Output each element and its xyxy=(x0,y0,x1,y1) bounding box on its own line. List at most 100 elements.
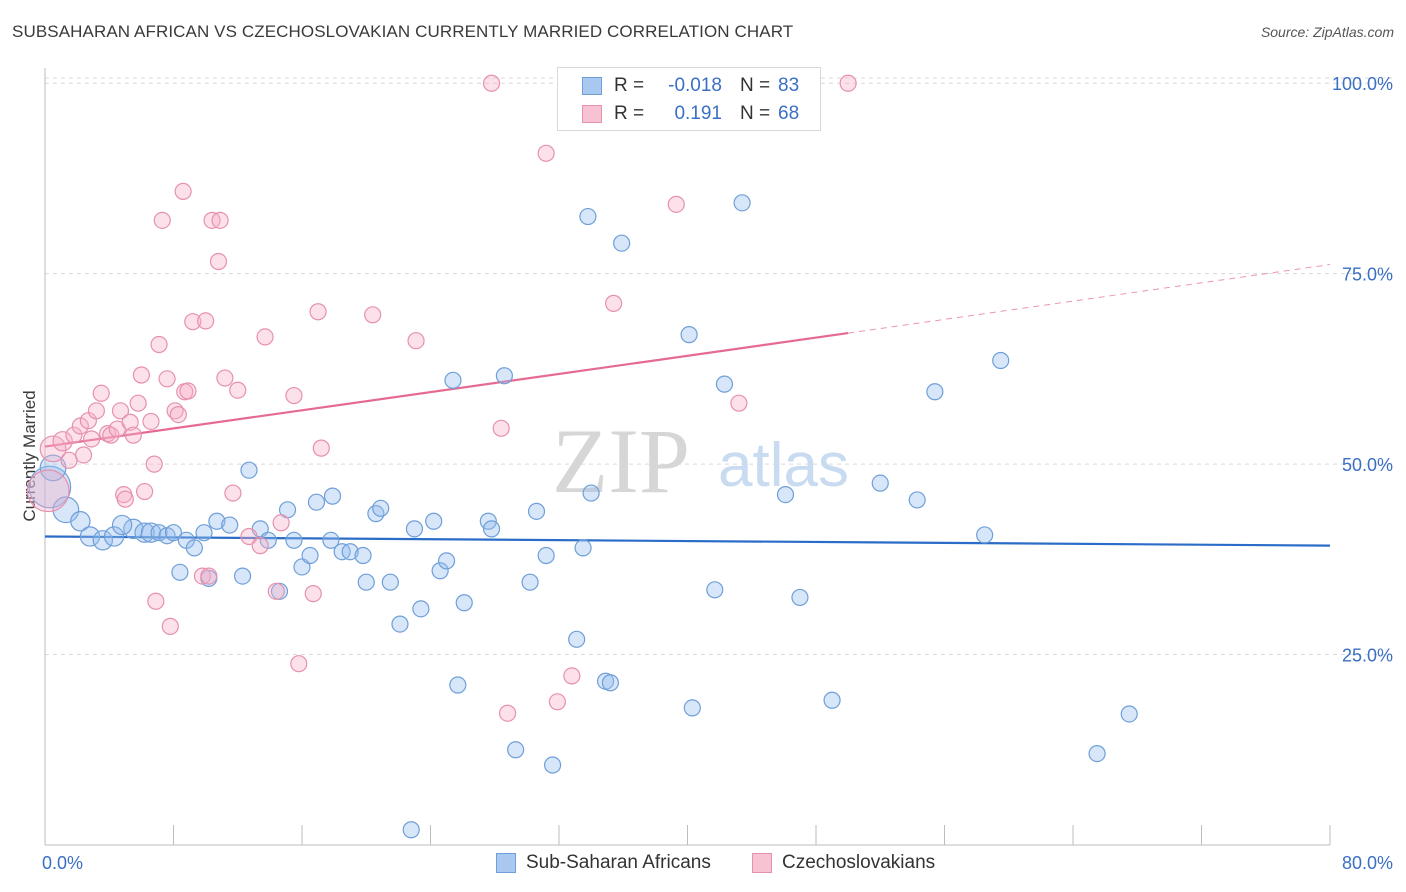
point-subsaharan xyxy=(431,562,449,580)
point-subsaharan xyxy=(301,546,319,565)
point-czechoslovakian xyxy=(605,294,623,312)
point-subsaharan xyxy=(123,518,144,540)
point-subsaharan xyxy=(992,351,1010,370)
point-subsaharan xyxy=(285,531,303,549)
point-subsaharan xyxy=(449,676,467,694)
y-tick-label: 50.0% xyxy=(1342,455,1393,475)
point-czechoslovakian xyxy=(174,182,192,201)
point-subsaharan xyxy=(70,511,91,532)
r-label: R = xyxy=(614,103,645,124)
n-label: N = xyxy=(740,75,771,96)
point-subsaharan xyxy=(233,567,252,585)
point-czechoslovakian xyxy=(224,484,242,502)
point-subsaharan xyxy=(354,546,372,565)
point-subsaharan xyxy=(323,487,342,505)
watermark-atlas: atlas xyxy=(718,431,849,500)
point-subsaharan xyxy=(381,573,399,591)
point-subsaharan xyxy=(495,367,513,385)
point-czechoslovakian xyxy=(272,514,290,532)
point-subsaharan xyxy=(134,522,155,543)
point-subsaharan xyxy=(164,524,183,542)
point-subsaharan xyxy=(680,326,698,344)
gridlines xyxy=(45,77,1392,656)
point-subsaharan xyxy=(195,524,213,542)
point-subsaharan xyxy=(926,383,944,401)
n-label: N = xyxy=(740,103,771,124)
point-czechoslovakian xyxy=(209,252,228,271)
point-czechoslovakian xyxy=(216,369,234,387)
point-subsaharan xyxy=(444,371,462,389)
point-subsaharan xyxy=(733,194,751,212)
point-subsaharan xyxy=(507,741,525,759)
point-czechoslovakian xyxy=(124,426,142,444)
point-subsaharan xyxy=(357,573,375,591)
point-subsaharan xyxy=(455,594,473,612)
watermark-zip: ZIP xyxy=(552,410,690,512)
trend-line-czechoslovakian xyxy=(44,332,849,448)
point-subsaharan xyxy=(791,588,809,607)
point-czechoslovakian xyxy=(492,419,510,437)
legend-swatch-pink xyxy=(752,853,772,873)
point-czechoslovakian xyxy=(87,402,106,420)
y-tick-label: 25.0% xyxy=(1342,646,1393,666)
watermark: ZIP atlas xyxy=(552,410,849,512)
point-czechoslovakian xyxy=(116,490,134,508)
point-subsaharan xyxy=(425,512,443,530)
point-czechoslovakian xyxy=(193,567,212,585)
point-czechoslovakian xyxy=(161,617,179,635)
x-tick-label-start: 0.0% xyxy=(42,853,83,873)
point-czechoslovakian xyxy=(82,430,101,448)
stats-row-blue: R = -0.018 N = 83 xyxy=(582,74,799,98)
point-czechoslovakian xyxy=(211,211,229,229)
legend-label: Czechoslovakians xyxy=(782,852,936,873)
point-czechoslovakian xyxy=(285,386,303,405)
point-czechoslovakian xyxy=(730,394,748,412)
point-subsaharan xyxy=(367,505,385,523)
point-czechoslovakian xyxy=(290,655,308,673)
point-subsaharan xyxy=(391,615,409,633)
point-czechoslovakian xyxy=(158,370,176,388)
point-czechoslovakian xyxy=(26,469,70,513)
point-subsaharan xyxy=(521,573,539,591)
point-czechoslovakian xyxy=(304,585,322,603)
point-czechoslovakian xyxy=(145,455,163,473)
data-points xyxy=(26,74,1138,839)
point-subsaharan xyxy=(111,514,133,536)
point-czechoslovakian xyxy=(256,328,274,346)
point-subsaharan xyxy=(601,674,620,692)
point-czechoslovakian xyxy=(60,451,78,469)
point-czechoslovakian xyxy=(240,527,258,546)
point-czechoslovakian xyxy=(251,537,269,555)
stats-swatch-pink xyxy=(582,105,602,123)
point-czechoslovakian xyxy=(142,412,160,431)
point-czechoslovakian xyxy=(548,693,566,711)
point-czechoslovakian xyxy=(135,482,154,501)
point-subsaharan xyxy=(240,461,258,479)
legend-item-subsaharan[interactable]: Sub-Saharan Africans xyxy=(496,852,711,874)
point-czechoslovakian xyxy=(74,446,93,464)
point-czechoslovakian xyxy=(407,332,425,350)
point-subsaharan xyxy=(976,526,994,544)
point-czechoslovakian xyxy=(184,313,202,331)
n-value: 68 xyxy=(778,103,800,124)
point-czechoslovakian xyxy=(839,74,857,92)
point-subsaharan xyxy=(208,512,226,530)
point-subsaharan xyxy=(579,207,597,226)
point-czechoslovakian xyxy=(197,312,215,330)
point-czechoslovakian xyxy=(92,384,110,402)
point-czechoslovakian xyxy=(150,335,168,354)
point-subsaharan xyxy=(574,539,592,557)
point-subsaharan xyxy=(482,520,501,538)
legend-item-czechoslovakian[interactable]: Czechoslovakians xyxy=(752,852,935,874)
point-subsaharan xyxy=(683,699,701,717)
point-subsaharan xyxy=(715,375,734,393)
r-value: 0.191 xyxy=(674,103,722,124)
point-czechoslovakian xyxy=(132,366,150,384)
point-subsaharan xyxy=(103,526,125,547)
n-value: 83 xyxy=(778,75,800,96)
point-subsaharan xyxy=(412,600,430,618)
legend: Sub-Saharan Africans Czechoslovakians xyxy=(0,852,1406,876)
r-value: -0.018 xyxy=(668,75,722,96)
point-subsaharan xyxy=(537,546,555,565)
point-czechoslovakian xyxy=(537,144,555,162)
